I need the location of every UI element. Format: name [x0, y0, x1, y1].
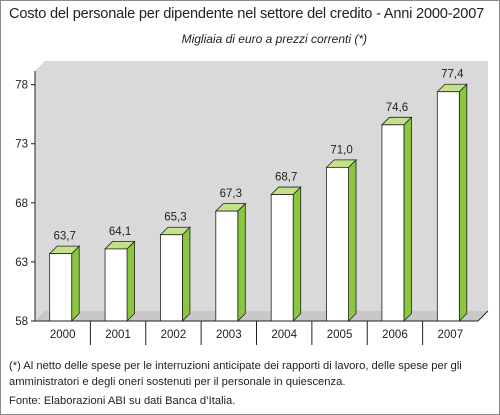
- bar: [436, 83, 468, 322]
- bar-side: [71, 245, 80, 322]
- floor-edge: [477, 310, 489, 322]
- bar-side: [458, 83, 468, 322]
- data-label: 77,4: [441, 69, 464, 81]
- x-tick-label: 2001: [105, 329, 131, 341]
- bar-side: [126, 240, 135, 322]
- data-label: 67,3: [220, 188, 242, 200]
- y-tick-label: 68: [15, 198, 28, 210]
- x-tick-label: 2004: [271, 329, 297, 341]
- bar-side: [237, 202, 246, 322]
- bar-side: [292, 186, 302, 322]
- footnote: (*) Al netto delle spese per le interruz…: [9, 360, 462, 388]
- data-labels: 63,7 64,1 65,3 67,3 68,7 71,0 74,6 77,4: [53, 69, 464, 243]
- data-label: 68,7: [275, 172, 297, 184]
- data-label: 63,7: [53, 231, 75, 243]
- bar-front: [270, 194, 294, 322]
- chart-back-wall: [35, 61, 488, 321]
- chart-title: Costo del personale per dipendente nel s…: [9, 6, 485, 22]
- bar: [104, 240, 136, 322]
- chart-floor: [35, 311, 488, 321]
- x-tick-label: 2006: [382, 329, 408, 341]
- x-tick-label: 2007: [438, 329, 464, 341]
- bar: [159, 226, 191, 322]
- bar-front: [381, 124, 405, 322]
- bar-side: [182, 226, 191, 322]
- bar-front: [49, 253, 73, 322]
- bar-side: [348, 158, 357, 322]
- data-label: 64,1: [109, 226, 131, 238]
- x-tick-label: 2002: [161, 329, 187, 341]
- bar: [214, 202, 247, 322]
- data-label: 71,0: [330, 144, 352, 156]
- back-wall: [35, 61, 488, 321]
- bar-front: [160, 234, 183, 322]
- x-tick-label: 2005: [327, 329, 353, 341]
- y-tick-label: 78: [15, 80, 28, 92]
- y-axis: 58 63 68 73 78: [15, 71, 36, 328]
- chart-subtitle-text: Migliaia di euro a prezzi correnti (*): [181, 32, 367, 46]
- bar: [380, 116, 413, 322]
- y-tick-label: 73: [15, 139, 28, 151]
- x-tick-label: 2003: [216, 329, 242, 341]
- bar-front: [104, 248, 128, 322]
- bar: [325, 158, 358, 322]
- bar-front: [215, 210, 239, 322]
- x-axis: 2000 2001 2002 2003 2004 2005 2006 2007: [35, 310, 489, 345]
- chart-subtitle: Migliaia di euro a prezzi correnti (*): [1, 32, 491, 46]
- bar: [48, 245, 81, 322]
- bar-chart: 58 63 68 73 78 63,7 64,1 65,3 67,3 68,7 71,0 74,6 7…: [15, 61, 489, 345]
- source-note: Fonte: Elaborazioni ABI su dati Banca d’…: [9, 395, 236, 407]
- bars: [48, 83, 468, 322]
- bar-front: [326, 166, 349, 322]
- data-label: 74,6: [386, 102, 408, 114]
- x-tick-label: 2000: [50, 329, 76, 341]
- y-tick-label: 58: [15, 316, 28, 328]
- bar-side: [403, 116, 412, 322]
- y-tick-label: 63: [15, 257, 28, 269]
- data-label: 65,3: [164, 212, 186, 224]
- bar: [270, 186, 302, 322]
- bar-front: [436, 91, 460, 322]
